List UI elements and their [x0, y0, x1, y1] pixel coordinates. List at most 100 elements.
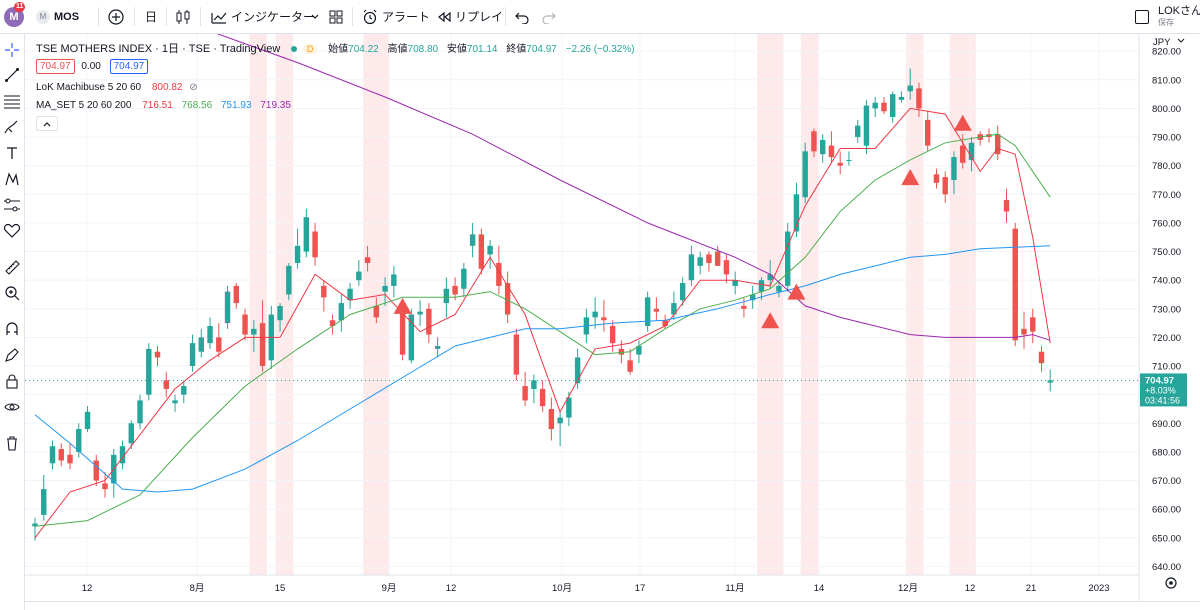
signal-markers	[393, 114, 972, 329]
layout-templates-button[interactable]	[328, 0, 344, 33]
chart-area[interactable]: 820.00 810.00 800.00 790.00 780.00 770.00 760.…	[25, 30, 1200, 610]
indicator-2-name: MA_SET 5 20 60 200	[36, 100, 132, 111]
candles-icon	[176, 9, 190, 24]
fib-tool-button[interactable]	[1, 90, 23, 112]
candle-body	[592, 311, 598, 318]
brush-tool-button[interactable]	[1, 116, 23, 138]
price-chart[interactable]: 820.00 810.00 800.00 790.00 780.00 770.00 760.…	[25, 30, 1200, 601]
candle	[399, 305, 406, 361]
candle-body	[828, 145, 835, 158]
candle	[338, 294, 345, 332]
alert-label: アラート	[382, 10, 431, 24]
candle-body	[347, 288, 353, 301]
candle	[819, 134, 826, 163]
low-label: 安値	[446, 44, 467, 55]
candle	[434, 337, 441, 358]
candle-body	[951, 157, 957, 180]
lock-drawings-button[interactable]	[1, 370, 23, 392]
candle-body	[636, 346, 642, 355]
moving-averages	[34, 30, 1051, 539]
ask-button[interactable]: 704.97	[109, 59, 149, 74]
compare-add-button[interactable]	[107, 0, 125, 33]
interval-button[interactable]: 日	[145, 0, 157, 33]
settings-gear-button[interactable]	[1165, 577, 1177, 589]
candle	[837, 151, 843, 175]
user-layout-menu[interactable]: LOKさん 保存	[1158, 0, 1200, 33]
candle	[321, 280, 327, 312]
candle-body	[697, 257, 703, 266]
symbol-name: MOS	[54, 10, 80, 23]
bid-button[interactable]: 704.97	[36, 59, 75, 74]
candle-body	[259, 323, 266, 367]
user-avatar[interactable]: M 11	[4, 0, 26, 33]
candle	[574, 348, 581, 389]
remove-drawings-button[interactable]	[1, 432, 23, 454]
hide-drawings-button[interactable]	[1, 396, 23, 418]
icons-tool-button[interactable]	[1, 220, 23, 242]
redo-button[interactable]	[541, 0, 557, 33]
candle-body	[426, 308, 432, 335]
candle-body	[189, 343, 196, 367]
indicators-button[interactable]: インジケーター	[210, 0, 315, 33]
pattern-tool-button[interactable]	[1, 168, 23, 190]
candle-body	[303, 217, 310, 252]
alert-button[interactable]: アラート	[362, 0, 430, 33]
signal-triangle	[953, 114, 972, 131]
last-price-box	[1140, 373, 1187, 407]
zoom-tool-button[interactable]	[1, 282, 23, 304]
symbol-legend[interactable]: TSE MOTHERS INDEX · 1日 · TSE · TradingVi…	[36, 40, 635, 56]
candle-body	[251, 328, 257, 335]
collapse-legend-button[interactable]	[36, 116, 58, 131]
candle	[557, 411, 563, 447]
brush-icon	[4, 120, 18, 134]
stay-drawing-button[interactable]	[1, 344, 23, 366]
text-tool-button[interactable]	[1, 142, 23, 164]
candle	[119, 440, 126, 470]
candle	[776, 280, 782, 298]
indicator-legend-2[interactable]: MA_SET 5 20 60 200 716.51 768.56 751.93 …	[36, 100, 291, 111]
candle-body	[942, 177, 948, 195]
indicator-legend-1[interactable]: LoK Machibuse 5 20 60 800.82 ⊘	[36, 82, 198, 93]
candle	[933, 168, 940, 189]
candle-body	[557, 417, 563, 424]
candle-body	[329, 320, 336, 326]
candle	[601, 300, 607, 332]
candle-body	[531, 380, 537, 389]
symbol-search-button[interactable]: M MOS	[36, 0, 79, 33]
candle	[233, 283, 240, 309]
candle	[1012, 222, 1018, 347]
candle	[373, 297, 380, 324]
forecast-tool-button[interactable]	[1, 194, 23, 216]
save-status: 保存	[1158, 17, 1174, 27]
candle	[644, 291, 651, 332]
candle	[679, 277, 686, 306]
candle	[951, 151, 957, 195]
price-tick-label: 670.00	[1152, 476, 1181, 487]
magnet-tool-button[interactable]	[1, 318, 23, 340]
crosshair-tool-button[interactable]	[1, 39, 23, 61]
chart-type-button[interactable]	[175, 0, 191, 33]
ma20-line	[34, 133, 1051, 527]
candle	[32, 517, 38, 541]
candle	[1021, 311, 1027, 349]
candle-body	[837, 162, 843, 166]
candle	[382, 277, 388, 306]
candle	[636, 340, 642, 364]
candle-body	[960, 145, 966, 163]
candle-body	[846, 159, 852, 161]
candle	[846, 151, 852, 166]
undo-button[interactable]	[514, 0, 530, 33]
time-scale[interactable]: 12 8月 15 9月 12 10月 17 11月 14 12月 12 21 2023	[82, 583, 1110, 594]
layout-save-checkbox[interactable]	[1135, 0, 1149, 33]
trendline-icon	[5, 68, 19, 82]
candle-body	[119, 446, 126, 464]
candle	[802, 142, 808, 203]
trendline-tool-button[interactable]	[1, 64, 23, 86]
candle-body	[1021, 328, 1027, 335]
candle-body	[749, 294, 756, 301]
candle-body	[793, 194, 800, 232]
replay-button[interactable]: リプレイ	[436, 0, 503, 33]
measure-tool-button[interactable]	[1, 256, 23, 278]
indicators-dropdown-button[interactable]	[310, 0, 320, 33]
candle-body	[671, 303, 677, 315]
